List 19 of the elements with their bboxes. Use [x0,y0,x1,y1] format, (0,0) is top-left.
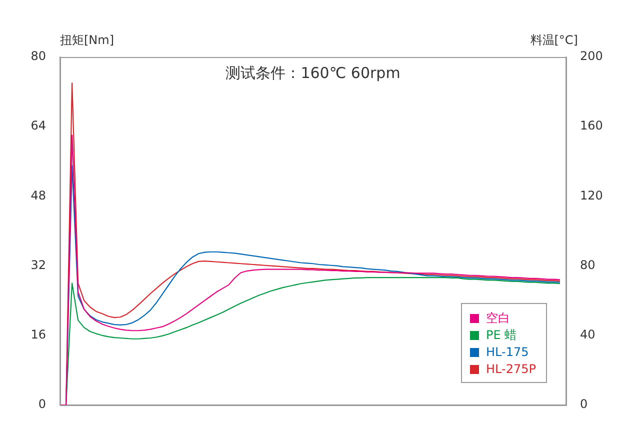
y2-tick-label: 120 [580,188,603,202]
legend-label: HL-175 [486,344,529,361]
y2-tick-label: 40 [580,328,596,342]
y2-tick-label: 80 [580,258,596,272]
legend-label: HL-275P [486,361,536,378]
y-tick-label: 64 [30,118,46,133]
y2-axis-title: 料温[°C] [530,33,578,48]
y-tick-label: 32 [30,258,46,272]
y2-tick-label: 160 [580,118,603,133]
y-tick-label: 48 [30,188,46,202]
legend-label: 空白 [486,310,510,327]
y-axis-title: 扭矩[Nm] [60,33,114,48]
text: 测试条件：160℃ 60rpm [226,64,400,82]
y2-tick-label: 0 [580,397,588,412]
legend-label: PE 蜡 [486,327,517,344]
y-tick-label: 80 [30,49,46,64]
y-tick-label: 0 [38,397,46,412]
y-tick-label: 16 [30,328,46,342]
y2-tick-label: 200 [580,49,603,64]
